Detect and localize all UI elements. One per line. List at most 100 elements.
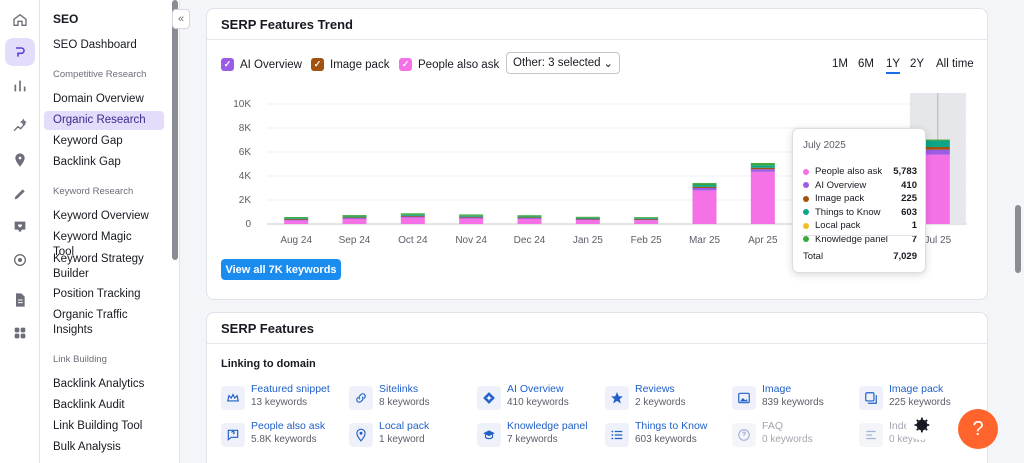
faq-icon bbox=[732, 423, 756, 447]
sidebar-item-backlink-analytics[interactable]: Backlink Analytics bbox=[53, 378, 145, 390]
page-scrollbar-thumb[interactable] bbox=[1015, 205, 1021, 273]
sidebar-item-link-building-tool[interactable]: Link Building Tool bbox=[53, 420, 143, 432]
feature-name[interactable]: Image bbox=[762, 383, 792, 395]
filter-image-pack[interactable]: ✓ Image pack bbox=[311, 58, 389, 71]
bar-segment bbox=[459, 218, 484, 224]
tooltip-value: 603 bbox=[901, 206, 917, 218]
serp-feature-item[interactable]: FAQ 0 keywords bbox=[732, 420, 856, 450]
feature-name[interactable]: Sitelinks bbox=[379, 383, 419, 395]
collapse-sidebar-icon[interactable]: « bbox=[172, 9, 190, 29]
location-pin-icon[interactable] bbox=[5, 146, 35, 174]
bar-segment bbox=[575, 220, 600, 224]
sidebar-item-organic-research[interactable]: Organic Research bbox=[44, 111, 164, 130]
x-tick-label: Mar 25 bbox=[689, 235, 721, 246]
serp-feature-item[interactable]: Reviews 2 keywords bbox=[605, 383, 729, 413]
range-1m[interactable]: 1M bbox=[832, 58, 848, 70]
page-scrollbar[interactable] bbox=[1012, 0, 1024, 463]
serp-feature-item[interactable]: Sitelinks 8 keywords bbox=[349, 383, 473, 413]
index-icon bbox=[859, 423, 883, 447]
serp-feature-item[interactable]: AI Overview 410 keywords bbox=[477, 383, 601, 413]
tooltip-label: People also ask bbox=[815, 166, 883, 177]
serp-feature-item[interactable]: Local pack 1 keyword bbox=[349, 420, 473, 450]
bar-segment bbox=[925, 139, 950, 147]
serp-feature-item[interactable]: Things to Know 603 keywords bbox=[605, 420, 729, 450]
sidebar-item-position-tracking[interactable]: Position Tracking bbox=[53, 288, 141, 300]
serp-feature-item[interactable]: People also ask 5.8K keywords bbox=[221, 420, 345, 450]
sidebar-item-keyword-strategy-builder[interactable]: Keyword Strategy Builder bbox=[53, 253, 144, 280]
sidebar-item-backlink-audit[interactable]: Backlink Audit bbox=[53, 399, 125, 411]
range-2y[interactable]: 2Y bbox=[910, 58, 925, 70]
feature-name[interactable]: Local pack bbox=[379, 420, 430, 432]
bar-segment bbox=[400, 216, 425, 218]
checkbox-checked-icon[interactable]: ✓ bbox=[221, 58, 234, 71]
feature-name[interactable]: FAQ bbox=[762, 420, 784, 432]
bar-segment bbox=[750, 167, 775, 170]
x-tick-label: Sep 24 bbox=[339, 235, 371, 246]
sidebar-item-keyword-overview[interactable]: Keyword Overview bbox=[53, 210, 149, 222]
range-all-time[interactable]: All time bbox=[936, 58, 974, 70]
serp-features-title: SERP Features bbox=[221, 321, 314, 336]
sidebar: SEO SEO Dashboard Competitive Research Do… bbox=[40, 0, 180, 463]
seo-icon[interactable] bbox=[5, 38, 35, 66]
bar-segment bbox=[400, 214, 425, 216]
feature-name[interactable]: People also ask bbox=[251, 420, 326, 432]
filter-ai-overview[interactable]: ✓ AI Overview bbox=[221, 58, 302, 71]
y-tick-label: 10K bbox=[233, 99, 251, 110]
bar-segment bbox=[750, 169, 775, 172]
sparkle-chart-icon[interactable] bbox=[5, 112, 35, 140]
bar-segment bbox=[400, 217, 425, 224]
other-features-dropdown[interactable]: Other: 3 selected ⌄ bbox=[506, 52, 620, 74]
serp-feature-item[interactable]: Image pack 225 keywords bbox=[859, 383, 983, 413]
feature-name[interactable]: Things to Know bbox=[635, 420, 708, 432]
sidebar-item-bulk-analysis[interactable]: Bulk Analysis bbox=[53, 441, 121, 453]
dropdown-label: Other: 3 selected bbox=[513, 57, 601, 69]
serp-feature-item[interactable]: Image 839 keywords bbox=[732, 383, 856, 413]
feature-name[interactable]: Inde bbox=[889, 420, 910, 432]
feature-name[interactable]: Featured snippet bbox=[251, 383, 330, 395]
tooltip-row: Things to Know 603 bbox=[803, 207, 917, 218]
checkbox-checked-icon[interactable]: ✓ bbox=[399, 58, 412, 71]
sidebar-item-keyword-magic-tool[interactable]: Keyword Magic Tool bbox=[53, 231, 132, 258]
gear-icon[interactable] bbox=[906, 410, 936, 440]
x-tick-label: Jul 25 bbox=[924, 235, 951, 246]
filter-people-also-ask[interactable]: ✓ People also ask bbox=[399, 58, 499, 71]
bar-segment bbox=[575, 218, 600, 220]
y-tick-label: 0 bbox=[245, 219, 251, 230]
serp-features-card: SERP Features Linking to domain Featured… bbox=[206, 312, 988, 463]
target-icon[interactable] bbox=[5, 246, 35, 274]
checkbox-checked-icon[interactable]: ✓ bbox=[311, 58, 324, 71]
sidebar-item-organic-traffic-insights[interactable]: Organic Traffic Insights bbox=[53, 309, 128, 336]
pen-icon[interactable] bbox=[5, 180, 35, 208]
view-all-keywords-button[interactable]: View all 7K keywords bbox=[221, 259, 341, 280]
image-pack-icon bbox=[859, 386, 883, 410]
home-icon[interactable] bbox=[5, 6, 35, 34]
serp-feature-item[interactable]: Knowledge panel 7 keywords bbox=[477, 420, 601, 450]
sidebar-scrollbar[interactable] bbox=[172, 0, 178, 260]
sidebar-item-domain-overview[interactable]: Domain Overview bbox=[53, 93, 144, 105]
feature-name[interactable]: Knowledge panel bbox=[507, 420, 588, 432]
help-button[interactable]: ? bbox=[958, 409, 998, 449]
document-icon[interactable] bbox=[5, 286, 35, 314]
serp-feature-item[interactable]: Featured snippet 13 keywords bbox=[221, 383, 345, 413]
sidebar-item-keyword-gap[interactable]: Keyword Gap bbox=[53, 135, 123, 147]
range-1y[interactable]: 1Y bbox=[886, 58, 901, 74]
feature-count: 0 keywords bbox=[762, 434, 813, 445]
bar-segment bbox=[517, 215, 542, 217]
heart-badge-icon[interactable] bbox=[5, 213, 35, 241]
legend-dot-icon bbox=[803, 222, 809, 229]
bar-segment bbox=[459, 215, 484, 217]
apps-grid-icon[interactable] bbox=[5, 319, 35, 347]
feature-name[interactable]: AI Overview bbox=[507, 383, 564, 395]
feature-name[interactable]: Reviews bbox=[635, 383, 675, 395]
sidebar-item-backlink-gap[interactable]: Backlink Gap bbox=[53, 156, 121, 168]
bar-segment bbox=[342, 215, 367, 217]
range-6m[interactable]: 6M bbox=[858, 58, 874, 70]
serp-feature-item[interactable]: Inde 0 keywo bbox=[859, 420, 983, 450]
x-tick-label: Oct 24 bbox=[398, 235, 428, 246]
tooltip-row: People also ask 5,783 bbox=[803, 166, 917, 177]
feature-name[interactable]: Image pack bbox=[889, 383, 944, 395]
tooltip-row: AI Overview 410 bbox=[803, 180, 917, 191]
tooltip-month: July 2025 bbox=[803, 140, 846, 151]
bar-chart-icon[interactable] bbox=[5, 72, 35, 100]
sidebar-item-seo-dashboard[interactable]: SEO Dashboard bbox=[53, 39, 137, 51]
